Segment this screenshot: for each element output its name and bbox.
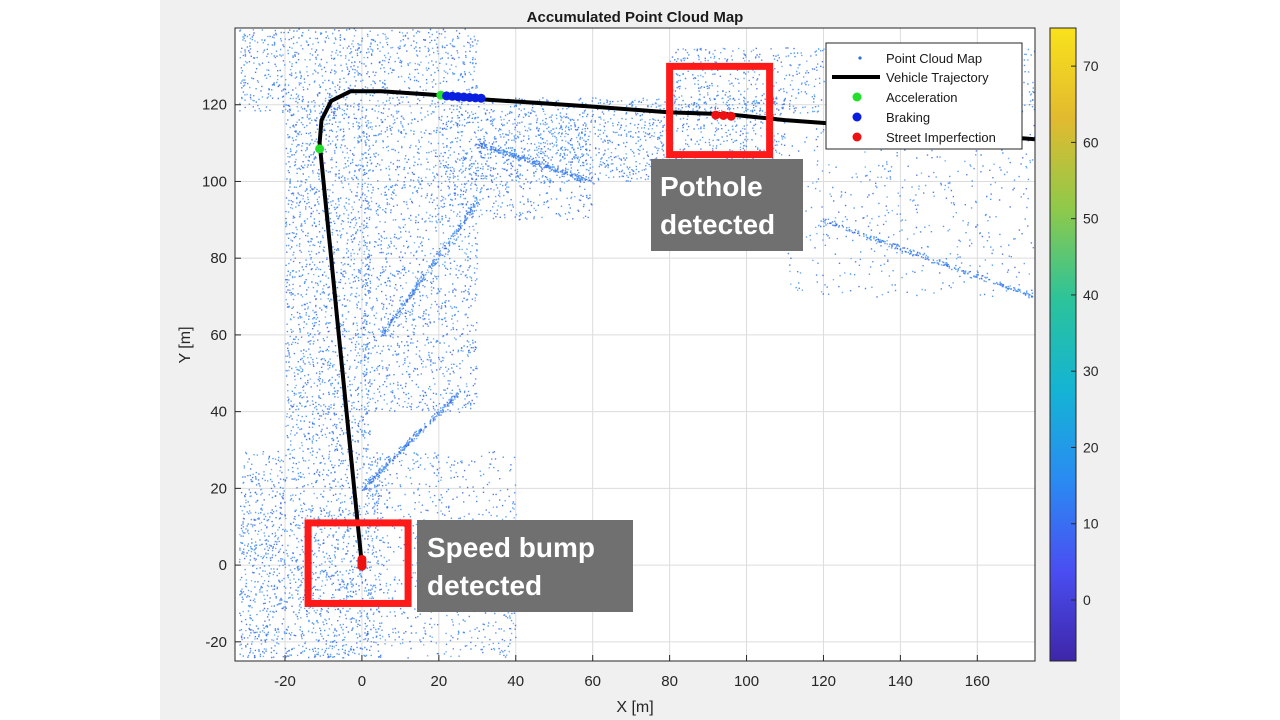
legend: Point Cloud Map Vehicle Trajectory Accel… [825, 42, 1023, 150]
chart-title: Accumulated Point Cloud Map [527, 9, 744, 26]
x-axis-ticks: -20 0 20 40 60 80 100 120 140 160 [274, 655, 990, 690]
plot-frame [234, 27, 1036, 662]
event-markers [315, 90, 736, 571]
pothole-highlight-box [666, 62, 774, 159]
colorbar-tick-label: 30 [1083, 363, 1099, 379]
x-tick-label: 80 [661, 673, 678, 690]
y-tick-label: 120 [202, 97, 227, 114]
colorbar-tick-label: 10 [1083, 516, 1099, 532]
colorbar-tick-label: 0 [1083, 592, 1091, 608]
x-tick-label: 140 [888, 673, 913, 690]
x-tick-label: 20 [431, 673, 448, 690]
y-tick-label: 20 [210, 480, 227, 497]
point-cloud-points [239, 29, 1035, 659]
x-tick-label: 0 [358, 673, 366, 690]
legend-label-point-cloud: Point Cloud Map [886, 51, 982, 66]
right-margin [1120, 0, 1280, 720]
vehicle-trajectory-line [317, 89, 1035, 566]
speed-bump-callout-box [417, 520, 633, 612]
colorbar-ticks: 0 10 20 30 40 50 60 70 [1071, 58, 1099, 608]
colorbar-tick-label: 50 [1083, 211, 1099, 227]
y-tick-label: 0 [219, 557, 227, 574]
colorbar-tick-label: 60 [1083, 134, 1099, 150]
pothole-callout-line-1: Pothole [660, 171, 763, 202]
colorbar-tick-label: 70 [1083, 58, 1099, 74]
legend-swatch-braking [852, 112, 862, 122]
acceleration-marker [315, 144, 325, 154]
x-tick-label: 160 [965, 673, 990, 690]
x-tick-label: 60 [584, 673, 601, 690]
street-imperfection-marker [357, 561, 367, 571]
point-cloud-layer [238, 28, 1035, 659]
x-tick-label: 120 [811, 673, 836, 690]
pothole-callout-line-2: detected [660, 209, 775, 240]
legend-swatch-street-imperfection [852, 132, 862, 142]
point-cloud-points [239, 28, 1035, 659]
legend-swatch-acceleration [852, 92, 862, 102]
y-tick-label: 40 [210, 404, 227, 421]
legend-label-trajectory: Vehicle Trajectory [886, 70, 989, 85]
left-margin [0, 0, 160, 720]
y-tick-label: 100 [202, 173, 227, 190]
legend-label-street-imperfection: Street Imperfection [886, 130, 996, 145]
street-imperfection-marker [718, 110, 728, 120]
x-tick-label: -20 [274, 673, 296, 690]
x-axis-label: X [m] [616, 699, 653, 716]
street-imperfection-marker [711, 110, 721, 120]
legend-label-braking: Braking [886, 110, 930, 125]
x-tick-label: 40 [507, 673, 524, 690]
speed-bump-highlight-box [304, 519, 412, 607]
pothole-callout-box [651, 159, 803, 251]
speed-bump-callout-line-2: detected [427, 570, 542, 601]
legend-swatch-point-cloud [858, 56, 862, 60]
y-tick-label: 60 [210, 327, 227, 344]
annotations: Pothole detected Speed bump detected [304, 62, 803, 612]
y-tick-label: 80 [210, 250, 227, 267]
y-axis-ticks: -20 0 20 40 60 80 100 120 [202, 97, 241, 651]
x-tick-label: 100 [734, 673, 759, 690]
colorbar-gradient [1049, 27, 1077, 662]
speed-bump-callout-line-1: Speed bump [427, 532, 595, 563]
y-axis-label: Y [m] [177, 326, 194, 363]
legend-label-acceleration: Acceleration [886, 90, 958, 105]
colorbar-tick-label: 20 [1083, 439, 1099, 455]
colorbar-tick-label: 40 [1083, 287, 1099, 303]
street-imperfection-marker [726, 111, 736, 121]
colorbar: 0 10 20 30 40 50 60 70 [1049, 27, 1099, 662]
y-tick-label: -20 [205, 634, 227, 651]
braking-marker [476, 93, 486, 103]
